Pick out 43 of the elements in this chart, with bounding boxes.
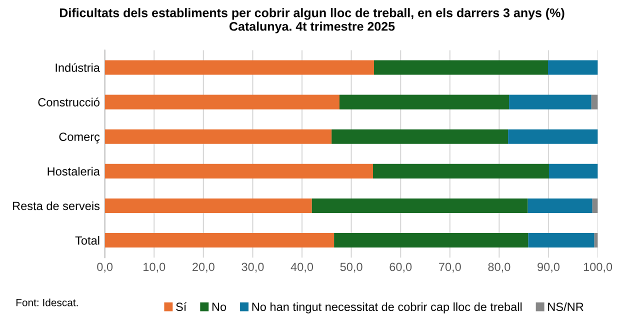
bar bbox=[374, 60, 548, 75]
bar bbox=[373, 164, 549, 178]
x-tick-label: 100,0 bbox=[584, 262, 612, 273]
bar bbox=[528, 198, 592, 213]
legend-label: No han tingut necessitat de cobrir cap lloc de treball bbox=[252, 302, 522, 314]
chart-title: Dificultats dels establiments per cobrir algun lloc de treball, en els darrers 3 anys (%) Catalunya. 4t trimestre 2025 bbox=[60, 8, 564, 34]
bar bbox=[104, 94, 340, 110]
x-tick-label: 20,0 bbox=[192, 262, 214, 273]
x-tick-label: 50,0 bbox=[340, 262, 362, 273]
x-tick-label: 80,0 bbox=[488, 262, 510, 273]
bar bbox=[104, 164, 373, 178]
bar bbox=[104, 60, 374, 75]
y-tick-label: Comerç bbox=[59, 132, 100, 144]
bar bbox=[509, 94, 592, 110]
bar bbox=[528, 233, 594, 248]
legend-label: Sí bbox=[176, 302, 187, 312]
bar bbox=[592, 198, 598, 213]
x-tick-label: 70,0 bbox=[439, 262, 461, 273]
bar bbox=[104, 198, 312, 213]
x-tick-label: 0,0 bbox=[97, 262, 113, 273]
bar bbox=[548, 164, 598, 178]
x-tick-label: 60,0 bbox=[390, 262, 412, 273]
legend-label: NS/NR bbox=[548, 302, 584, 312]
x-tick-label: 90,0 bbox=[538, 262, 560, 273]
bar bbox=[332, 129, 508, 144]
bar bbox=[104, 129, 332, 144]
legend-label: No bbox=[212, 302, 226, 312]
bar bbox=[508, 129, 598, 144]
bar bbox=[591, 94, 598, 110]
bar bbox=[339, 94, 510, 110]
y-tick-label: Total bbox=[75, 236, 100, 245]
text: Font: Idescat. bbox=[16, 298, 78, 306]
bar bbox=[104, 233, 334, 248]
y-tick-label: Indústria bbox=[56, 63, 100, 72]
bar bbox=[548, 60, 598, 75]
y-tick-label: Resta de serveis bbox=[13, 201, 100, 210]
bar bbox=[334, 233, 528, 248]
y-tick-label: Hostaleria bbox=[48, 166, 100, 176]
x-tick-label: 10,0 bbox=[144, 262, 166, 273]
y-tick-label: Construcció bbox=[38, 98, 100, 106]
bar bbox=[312, 198, 528, 213]
x-tick-label: 30,0 bbox=[242, 262, 264, 273]
x-tick-label: 40,0 bbox=[290, 262, 314, 273]
